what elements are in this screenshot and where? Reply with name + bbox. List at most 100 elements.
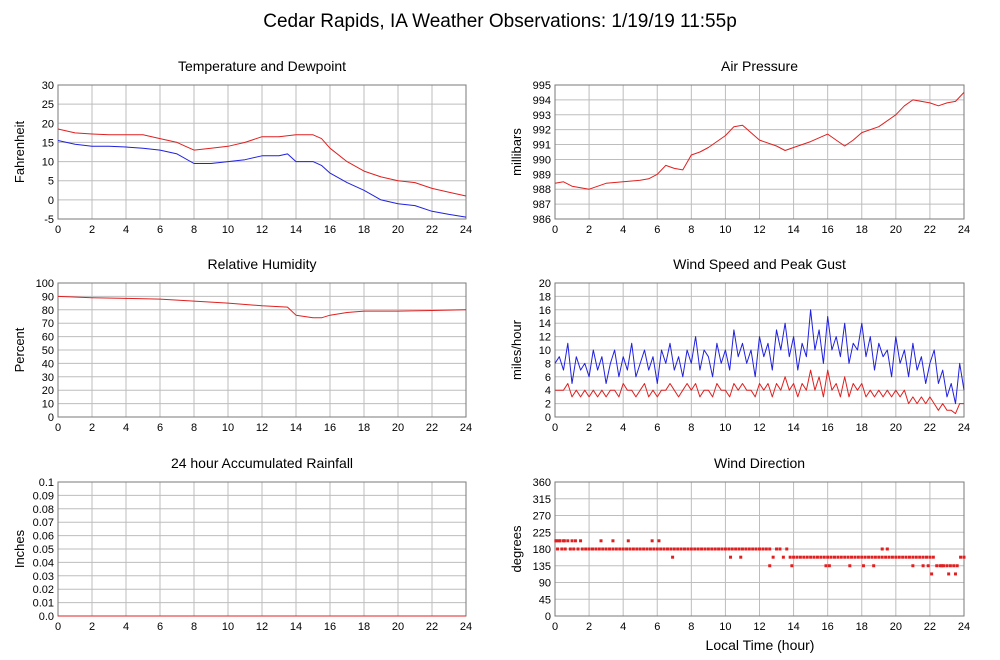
series-line-1 xyxy=(57,128,467,197)
x-tick-label: 10 xyxy=(222,422,234,434)
x-tick-label: 4 xyxy=(123,224,129,236)
data-point xyxy=(911,564,915,568)
data-point xyxy=(579,539,583,543)
x-tick-label: 4 xyxy=(123,621,129,633)
x-tick-label: 2 xyxy=(89,422,95,434)
series-line-1 xyxy=(57,295,467,319)
y-axis-label: Fahrenheit xyxy=(12,121,27,184)
data-point xyxy=(826,555,830,559)
x-tick-label: 6 xyxy=(654,422,660,434)
data-point xyxy=(700,547,704,551)
data-point xyxy=(657,539,661,543)
data-point xyxy=(679,547,683,551)
data-point xyxy=(928,555,932,559)
y-tick-label: 0.0 xyxy=(39,611,54,623)
x-tick-label: 8 xyxy=(688,422,694,434)
plot-frame xyxy=(57,84,467,220)
data-point xyxy=(669,547,673,551)
x-tick-label: 16 xyxy=(324,621,336,633)
chart-title: Air Pressure xyxy=(721,58,798,74)
x-tick-label: 8 xyxy=(688,224,694,236)
data-point xyxy=(645,547,649,551)
series-line-1 xyxy=(554,92,965,190)
data-point xyxy=(604,547,608,551)
y-tick-label: 0.06 xyxy=(33,531,54,543)
data-point xyxy=(867,555,871,559)
data-point xyxy=(812,555,816,559)
x-tick-label: 10 xyxy=(719,224,731,236)
data-point xyxy=(798,555,802,559)
series-line-2 xyxy=(57,140,467,218)
y-tick-label: 0 xyxy=(545,611,551,623)
data-point xyxy=(827,564,831,568)
y-tick-label: -5 xyxy=(44,214,54,226)
y-tick-label: 986 xyxy=(533,214,551,226)
data-point xyxy=(717,547,721,551)
data-point xyxy=(720,547,724,551)
data-point xyxy=(890,555,894,559)
data-point xyxy=(918,555,922,559)
y-tick-label: 995 xyxy=(533,80,551,92)
data-point xyxy=(959,555,963,559)
data-point xyxy=(781,555,785,559)
x-tick-label: 14 xyxy=(787,621,799,633)
x-tick-label: 22 xyxy=(426,621,438,633)
x-tick-label: 10 xyxy=(719,621,731,633)
y-tick-label: 18 xyxy=(539,291,551,303)
data-point xyxy=(792,555,796,559)
y-tick-label: 0.1 xyxy=(39,477,54,489)
chart-title: Wind Direction xyxy=(714,455,805,471)
plot-frame xyxy=(554,282,965,418)
plot-frame xyxy=(554,84,965,220)
data-point xyxy=(873,555,877,559)
y-axis-label: millibars xyxy=(509,128,524,176)
x-tick-label: 16 xyxy=(822,422,834,434)
y-tick-label: 10 xyxy=(42,157,54,169)
data-point xyxy=(863,555,867,559)
y-tick-label: 0.05 xyxy=(33,544,54,556)
data-point xyxy=(778,547,782,551)
y-tick-label: 30 xyxy=(42,372,54,384)
x-tick-label: 24 xyxy=(460,422,472,434)
data-point xyxy=(587,547,591,551)
y-tick-label: 90 xyxy=(539,578,551,590)
y-tick-label: 987 xyxy=(533,199,551,211)
data-point xyxy=(703,547,707,551)
data-point xyxy=(880,555,884,559)
data-point xyxy=(580,547,584,551)
data-point xyxy=(566,539,570,543)
data-point xyxy=(671,555,675,559)
x-tick-label: 24 xyxy=(958,621,970,633)
data-point xyxy=(710,547,714,551)
data-point xyxy=(590,547,594,551)
data-point xyxy=(907,555,911,559)
data-point xyxy=(942,564,946,568)
x-tick-label: 24 xyxy=(460,224,472,236)
y-tick-label: 0.09 xyxy=(33,490,54,502)
data-point xyxy=(754,547,758,551)
x-tick-label: 10 xyxy=(222,621,234,633)
data-point xyxy=(771,555,775,559)
data-point xyxy=(904,555,908,559)
data-point xyxy=(926,564,930,568)
data-point xyxy=(952,564,956,568)
data-point xyxy=(829,555,833,559)
page-title: Cedar Rapids, IA Weather Observations: 1… xyxy=(263,11,737,32)
y-tick-label: 20 xyxy=(42,385,54,397)
data-point xyxy=(953,572,957,576)
x-tick-label: 6 xyxy=(157,621,163,633)
y-tick-label: 12 xyxy=(539,332,551,344)
x-tick-label: 0 xyxy=(55,224,61,236)
x-tick-label: 20 xyxy=(392,224,404,236)
data-point xyxy=(790,564,794,568)
data-point xyxy=(642,547,646,551)
x-tick-label: 0 xyxy=(552,224,558,236)
data-point xyxy=(584,547,588,551)
data-point xyxy=(832,555,836,559)
data-point xyxy=(696,547,700,551)
x-tick-label: 4 xyxy=(123,422,129,434)
x-tick-label: 10 xyxy=(222,224,234,236)
